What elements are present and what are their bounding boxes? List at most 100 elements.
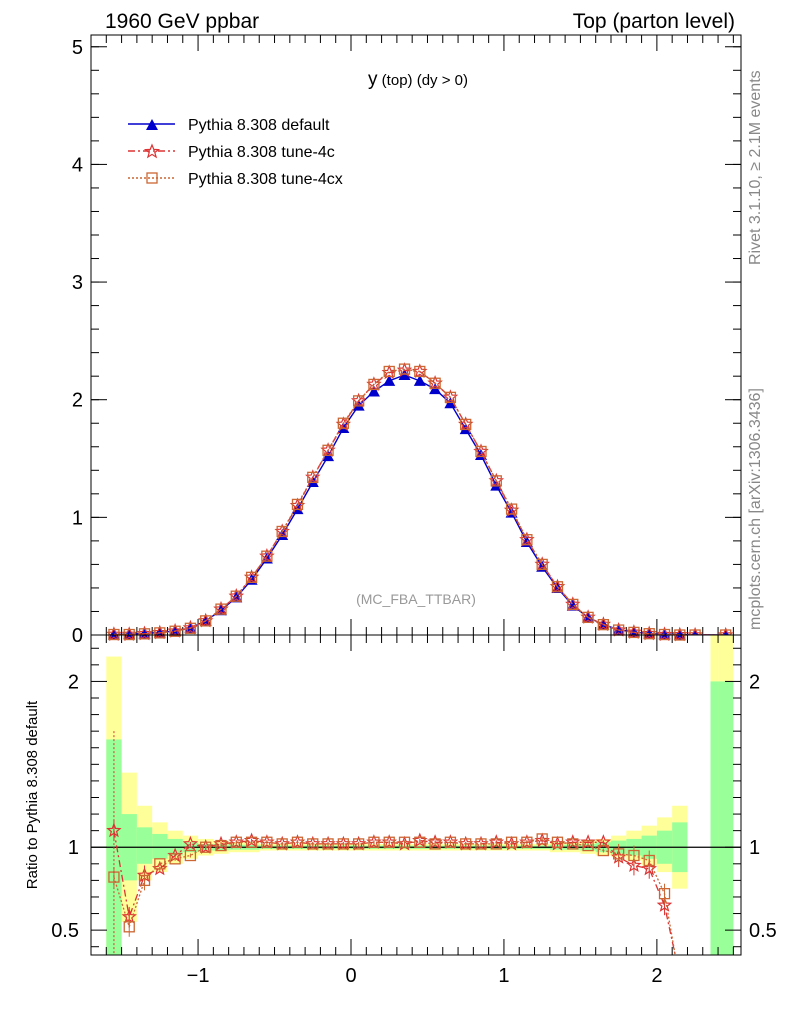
main-point-tune-4cx <box>521 534 533 546</box>
plot-title-sub: (top) (dy > 0) <box>378 72 468 89</box>
ratio-point-tune-4c <box>626 857 642 873</box>
main-point-tune-4cx <box>184 622 197 634</box>
main-point-default <box>352 399 365 411</box>
main-point-tune-4cx <box>398 363 411 375</box>
plot-title-main: y <box>368 69 378 90</box>
main-point-tune-4cx <box>322 444 334 456</box>
ratio-point-tune-4cx <box>169 853 181 865</box>
main-point-tune-4cx <box>230 590 242 602</box>
legend-label-tune-4cx: Pythia 8.308 tune-4cx <box>188 171 343 188</box>
collider-label: 1960 GeV ppbar <box>105 10 259 33</box>
ratio-point-tune-4cx <box>307 838 319 850</box>
ratio-point-tune-4c <box>641 860 657 876</box>
ratio-point-tune-4cx <box>138 874 151 887</box>
ratio-point-tune-4cx <box>414 836 426 848</box>
main-point-tune-4cx <box>643 628 655 640</box>
main-point-tune-4cx <box>460 418 472 431</box>
ratio-point-tune-4cx <box>184 849 197 862</box>
ratio-point-tune-4cx <box>628 849 640 862</box>
main-series-line <box>113 374 726 636</box>
main-point-tune-4cx <box>215 603 227 615</box>
ratio-point-tune-4cx <box>398 836 411 848</box>
ratio-point-tune-4cx <box>215 839 227 852</box>
ratio-point-tune-4cx <box>597 844 610 857</box>
ratio-y-tick-label: 0.5 <box>749 920 777 942</box>
ratio-point-tune-4cx <box>291 836 304 848</box>
rivet-label: Rivet 3.1.10, ≥ 2.1M events <box>747 70 764 265</box>
x-tick-label: 2 <box>651 965 662 987</box>
main-y-tick-label: 2 <box>72 390 83 412</box>
ratio-point-tune-4cx <box>444 836 457 848</box>
main-series-line <box>113 368 726 636</box>
main-y-tick-label: 0 <box>72 625 83 647</box>
legend-label-tune-4c: Pythia 8.308 tune-4c <box>188 144 335 161</box>
process-label: Top (parton level) <box>573 10 735 33</box>
ratio-point-tune-4cx <box>460 838 472 850</box>
ratio-point-tune-4cx <box>352 838 365 850</box>
ratio-y-tick-label: 0.5 <box>51 920 79 942</box>
uncertainty-band-inner <box>718 681 734 955</box>
ratio-series-line <box>113 830 676 956</box>
main-point-tune-4cx <box>429 377 441 389</box>
ratio-point-tune-4cx <box>368 836 380 848</box>
main-point-tune-4cx <box>383 365 395 378</box>
main-point-tune-4cx <box>200 615 212 627</box>
ratio-point-tune-4cx <box>567 838 579 850</box>
main-point-tune-4cx <box>551 581 564 593</box>
main-point-tune-4cx <box>352 395 365 407</box>
ratio-point-tune-4cx <box>490 838 502 850</box>
legend-entry-tune-4c: Pythia 8.308 tune-4c <box>128 143 335 161</box>
ratio-y-tick-label: 1 <box>749 837 760 859</box>
ratio-point-tune-4cx <box>276 838 288 850</box>
main-y-tick-label: 4 <box>72 154 83 176</box>
main-point-tune-4cx <box>138 628 151 640</box>
uncertainty-band-inner <box>152 833 168 859</box>
main-point-tune-4cx <box>414 365 426 378</box>
main-point-tune-4cx <box>490 475 502 487</box>
ratio-point-tune-4cx <box>200 841 212 853</box>
main-point-tune-4cx <box>291 498 304 511</box>
x-tick-label: −1 <box>187 965 210 987</box>
analysis-watermark: (MC_FBA_TTBAR) <box>356 591 476 607</box>
main-panel: 0 1 2 3 4 5 <box>72 34 742 647</box>
x-tick-label: 1 <box>498 965 509 987</box>
mcplots-label: mcplots.cern.ch [arXiv:1306.3436] <box>747 388 764 630</box>
band-gap <box>695 635 711 955</box>
main-point-default <box>367 385 380 397</box>
ratio-panel: −1 0 1 2 0.5 0.5 1 1 2 2 <box>51 634 777 987</box>
main-point-default <box>413 374 426 386</box>
ratio-point-tune-4c <box>106 822 122 838</box>
main-point-default <box>459 423 472 435</box>
main-point-tune-4cx <box>261 550 273 562</box>
ratio-point-tune-4cx <box>536 833 548 845</box>
ratio-point-tune-4cx <box>230 836 242 848</box>
ratio-y-tick-label: 2 <box>68 671 79 693</box>
legend-entry-tune-4cx: Pythia 8.308 tune-4cx <box>128 171 343 188</box>
main-point-tune-4cx <box>505 503 518 515</box>
ratio-point-tune-4cx <box>521 836 533 848</box>
main-point-tune-4cx <box>245 571 258 584</box>
ratio-point-tune-4cx <box>551 836 564 848</box>
ratio-point-tune-4cx <box>123 921 135 933</box>
ratio-point-tune-4cx <box>505 836 518 848</box>
ratio-point-tune-4c <box>656 897 673 912</box>
main-point-tune-4cx <box>582 611 594 624</box>
ratio-frame <box>90 634 742 956</box>
main-point-default <box>306 476 319 488</box>
uncertainty-band-inner <box>136 827 153 864</box>
ratio-point-tune-4cx <box>429 838 441 850</box>
main-point-tune-4cx <box>337 417 350 429</box>
x-tick-label: 0 <box>345 965 356 987</box>
main-point-tune-4cx <box>169 625 181 637</box>
ratio-y-tick-label: 1 <box>68 837 79 859</box>
main-point-tune-4cx <box>475 445 487 458</box>
ratio-point-tune-4c <box>182 835 199 851</box>
ratio-y-tick-label: 2 <box>749 671 760 693</box>
main-point-tune-4cx <box>368 378 380 391</box>
ratio-point-tune-4cx <box>383 836 395 848</box>
ratio-point-tune-4cx <box>612 848 625 860</box>
main-point-tune-4cx <box>597 618 610 631</box>
legend-label-default: Pythia 8.308 default <box>188 117 330 134</box>
main-point-tune-4cx <box>307 471 319 484</box>
main-y-tick-label: 3 <box>72 272 83 294</box>
